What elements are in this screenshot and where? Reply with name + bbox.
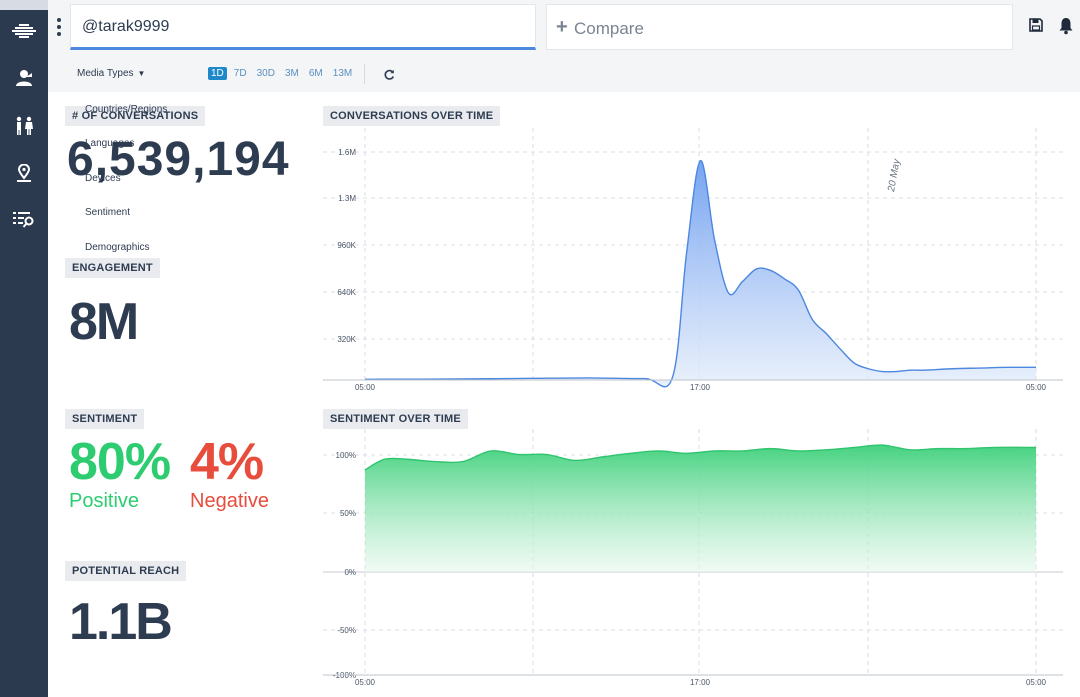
range-3m[interactable]: 3M: [284, 68, 299, 79]
menu-item-countries[interactable]: Countries/Regions: [85, 104, 168, 115]
potential-reach-value: 1.1B: [69, 593, 173, 651]
x-tick-label: 05:00: [1026, 678, 1047, 687]
y-tick-label: 50%: [340, 509, 356, 518]
series-area: [365, 445, 1036, 572]
range-13m[interactable]: 13M: [332, 68, 353, 79]
x-tick-label: 17:00: [690, 383, 711, 392]
engagement-label: ENGAGEMENT: [65, 258, 160, 278]
caret-down-icon: ▼: [137, 69, 146, 78]
compare-button[interactable]: + Compare: [546, 4, 1013, 50]
notification-bell-icon[interactable]: [1058, 17, 1076, 35]
menu-item-devices[interactable]: Devices: [85, 173, 121, 184]
potential-reach-label: POTENTIAL REACH: [65, 561, 187, 581]
media-types-label: Media Types: [77, 68, 134, 79]
y-tick-label: 960K: [337, 241, 356, 250]
x-tick-label: 05:00: [355, 678, 376, 687]
compare-label: Compare: [574, 19, 644, 38]
y-tick-label: 1.3M: [338, 194, 356, 203]
header: + Compare Media Types▼ 1D 7D 30D 3M 6M 1…: [48, 0, 1080, 92]
menu-item-sentiment[interactable]: Sentiment: [85, 207, 131, 218]
menu-item-demographics[interactable]: Demographics: [85, 242, 150, 253]
y-tick-label: 320K: [337, 335, 356, 344]
engagement-value: 8M: [69, 293, 139, 351]
media-types-dropdown[interactable]: Media Types ▼: [77, 68, 145, 79]
range-1d[interactable]: 1D: [208, 67, 227, 80]
sentiment-label: SENTIMENT: [65, 409, 145, 429]
save-icon[interactable]: [1029, 18, 1045, 34]
user-profile-icon[interactable]: [12, 66, 36, 90]
sentiment-chart-svg: 100%50%0%-50%-100%05:00 17:00 05:00: [323, 429, 1063, 687]
conversations-label: # OF CONVERSATIONS: [65, 106, 206, 126]
conversations-value: 6,539,194: [67, 133, 290, 186]
time-range-selector: 1D 7D 30D 3M 6M 13M: [208, 67, 355, 80]
series-line: [364, 159, 1037, 388]
x-tick-label: 05:00: [355, 383, 376, 392]
refresh-icon[interactable]: [383, 68, 395, 80]
more-options-icon[interactable]: [57, 18, 61, 36]
y-tick-label: 1.6M: [338, 148, 356, 157]
y-tick-label: 0%: [344, 568, 356, 577]
negative-percentage: 4%: [190, 433, 264, 491]
x-tick-label: 17:00: [690, 678, 711, 687]
positive-percentage: 80%: [69, 433, 171, 491]
negative-label: Negative: [190, 490, 269, 512]
header-divider: [364, 64, 365, 84]
menu-item-languages[interactable]: Languages: [85, 138, 135, 149]
plus-icon: +: [556, 16, 568, 38]
y-tick-label: -50%: [337, 626, 356, 635]
x-tick-label: 05:00: [1026, 383, 1047, 392]
logo-icon[interactable]: [12, 20, 36, 44]
y-tick-label: 640K: [337, 288, 356, 297]
people-icon[interactable]: [12, 114, 36, 138]
conversations-chart-title: CONVERSATIONS OVER TIME: [323, 106, 501, 126]
y-tick-label: 100%: [336, 451, 356, 460]
series-line: [364, 444, 1037, 471]
range-6m[interactable]: 6M: [308, 68, 323, 79]
location-pin-icon[interactable]: [12, 162, 36, 186]
series-area: [365, 160, 1036, 387]
positive-label: Positive: [69, 490, 140, 512]
search-box[interactable]: [70, 4, 536, 50]
range-30d[interactable]: 30D: [256, 68, 275, 79]
conversations-chart-svg: 20 May 1.6M 1.3M 960K 640K 320K 05:00 17:00 05:…: [323, 128, 1063, 392]
search-input[interactable]: [82, 18, 522, 36]
main-content: # OF CONVERSATIONS 6,539,194 Countries/R…: [48, 92, 1080, 697]
sidebar-top-strip: [0, 0, 48, 10]
range-7d[interactable]: 7D: [233, 68, 247, 79]
sentiment-chart-title: SENTIMENT OVER TIME: [323, 409, 468, 429]
list-search-icon[interactable]: [12, 208, 36, 232]
sidebar: [0, 0, 48, 697]
date-annotation: 20 May: [886, 157, 903, 193]
